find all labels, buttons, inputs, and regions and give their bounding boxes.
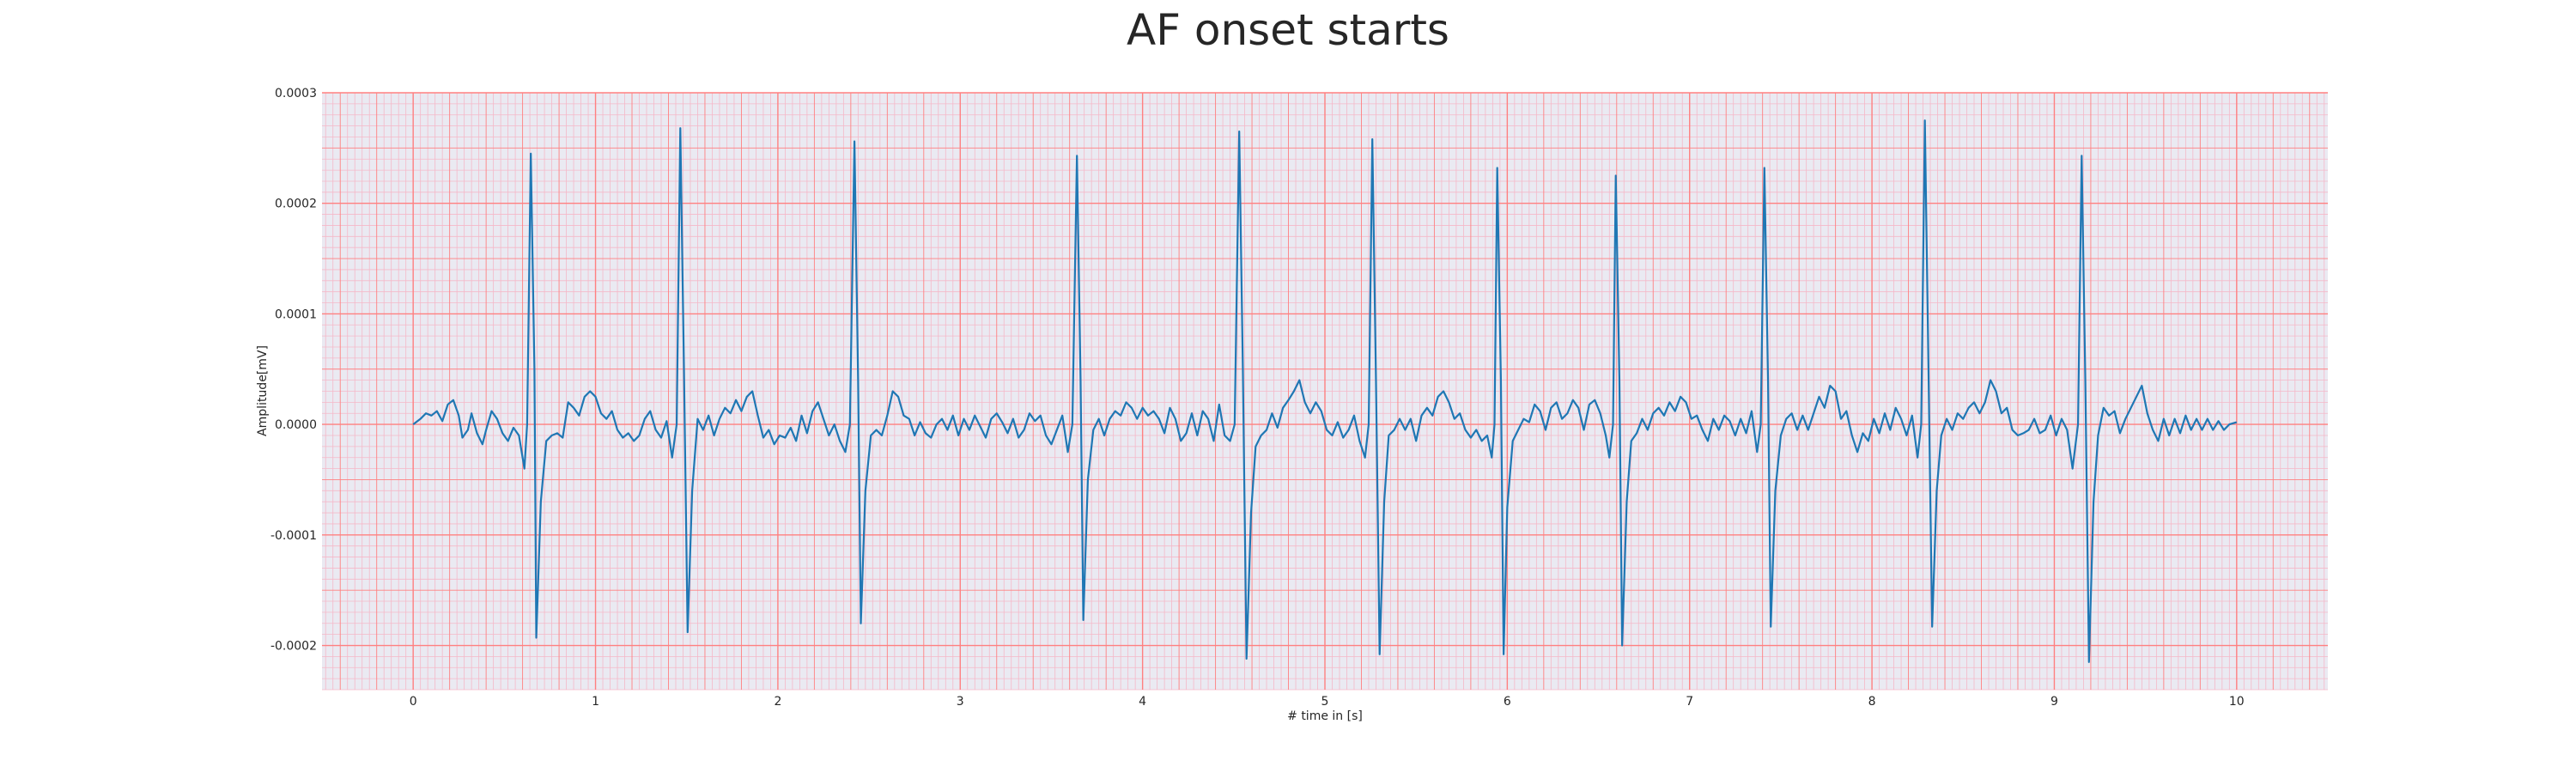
x-tick-label: 2: [774, 695, 781, 709]
x-tick-label: 9: [2050, 695, 2058, 709]
x-tick-label: 1: [592, 695, 599, 709]
x-tick-label: 6: [1504, 695, 1511, 709]
x-tick-label: 10: [2229, 695, 2245, 709]
y-tick-label: 0.0003: [275, 87, 317, 100]
x-tick-labels: 0 1 2 3 4 5 6 7 8 9 10: [410, 695, 2245, 709]
x-axis-label: # time in [s]: [1287, 709, 1363, 723]
x-tick-label: 7: [1686, 695, 1693, 709]
y-axis-label: Amplitude[mV]: [256, 345, 270, 436]
major-grid: [322, 92, 2328, 690]
y-tick-label: 0.0000: [275, 418, 317, 432]
x-tick-label: 5: [1321, 695, 1329, 709]
y-tick-label: 0.0002: [275, 198, 317, 211]
x-tick-label: 4: [1139, 695, 1146, 709]
x-tick-label: 0: [410, 695, 417, 709]
chart-title: AF onset starts: [1127, 5, 1449, 55]
ecg-signal-line: [412, 119, 2238, 663]
y-tick-labels: 0.0003 0.0002 0.0001 0.0000 -0.0001 -0.0…: [270, 87, 317, 654]
y-tick-label: -0.0002: [270, 640, 317, 654]
x-tick-label: 3: [957, 695, 964, 709]
y-tick-label: 0.0001: [275, 307, 317, 321]
y-tick-label: -0.0001: [270, 529, 317, 543]
x-tick-label: 8: [1868, 695, 1876, 709]
